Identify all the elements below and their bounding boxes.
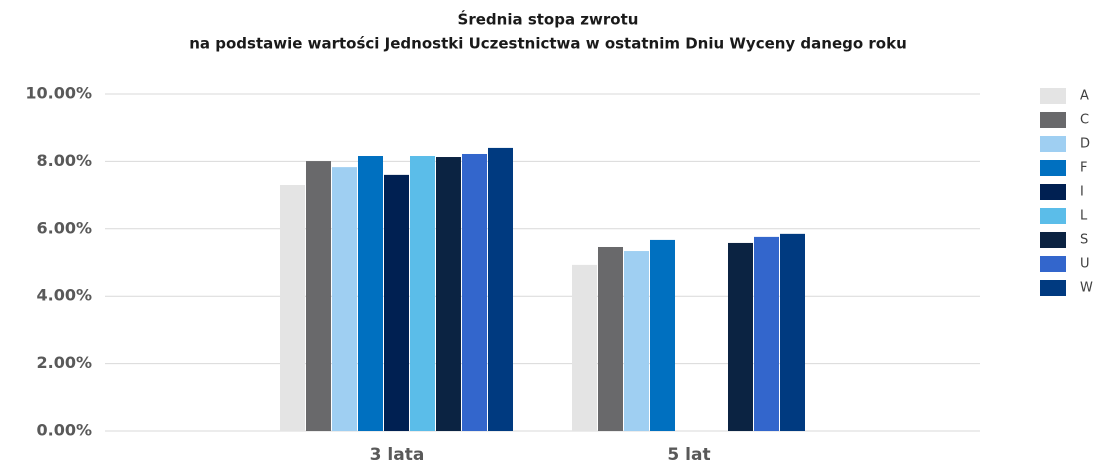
bar	[598, 246, 623, 431]
bar	[358, 156, 383, 431]
legend-label: W	[1080, 281, 1093, 296]
bar	[332, 167, 357, 431]
legend-label: I	[1080, 185, 1084, 200]
chart-subtitle: na podstawie wartości Jednostki Uczestni…	[189, 35, 907, 53]
x-tick-label: 3 lata	[370, 445, 425, 464]
legend-swatch	[1040, 88, 1066, 104]
legend-label: L	[1080, 209, 1088, 224]
legend-swatch	[1040, 112, 1066, 128]
y-tick-label: 8.00%	[36, 151, 92, 170]
bar	[488, 147, 513, 432]
legend-label: F	[1080, 161, 1087, 176]
bar	[462, 153, 487, 431]
bar	[728, 242, 753, 431]
bar	[650, 239, 675, 431]
legend-swatch	[1040, 184, 1066, 200]
x-tick-label: 5 lat	[667, 445, 710, 464]
legend-swatch	[1040, 208, 1066, 224]
legend-swatch	[1040, 160, 1066, 176]
legend-label: U	[1080, 257, 1090, 272]
y-tick-label: 4.00%	[36, 286, 92, 305]
bar	[306, 161, 331, 432]
legend-swatch	[1040, 232, 1066, 248]
bar	[572, 264, 597, 431]
legend-swatch	[1040, 280, 1066, 296]
y-tick-label: 0.00%	[36, 421, 92, 440]
bar	[384, 174, 409, 431]
legend-label: D	[1080, 137, 1090, 152]
legend-label: A	[1080, 89, 1089, 104]
chart-title: Średnia stopa zwrotu	[458, 10, 639, 29]
legend-label: C	[1080, 113, 1089, 128]
bar	[436, 157, 461, 432]
bar	[624, 251, 649, 431]
y-tick-label: 10.00%	[25, 84, 92, 103]
bar	[280, 184, 305, 431]
legend-swatch	[1040, 256, 1066, 272]
y-tick-label: 6.00%	[36, 218, 92, 237]
bar	[754, 236, 779, 431]
bar	[780, 233, 805, 431]
y-tick-label: 2.00%	[36, 353, 92, 372]
legend-swatch	[1040, 136, 1066, 152]
bar	[410, 156, 435, 431]
legend-label: S	[1080, 233, 1088, 248]
